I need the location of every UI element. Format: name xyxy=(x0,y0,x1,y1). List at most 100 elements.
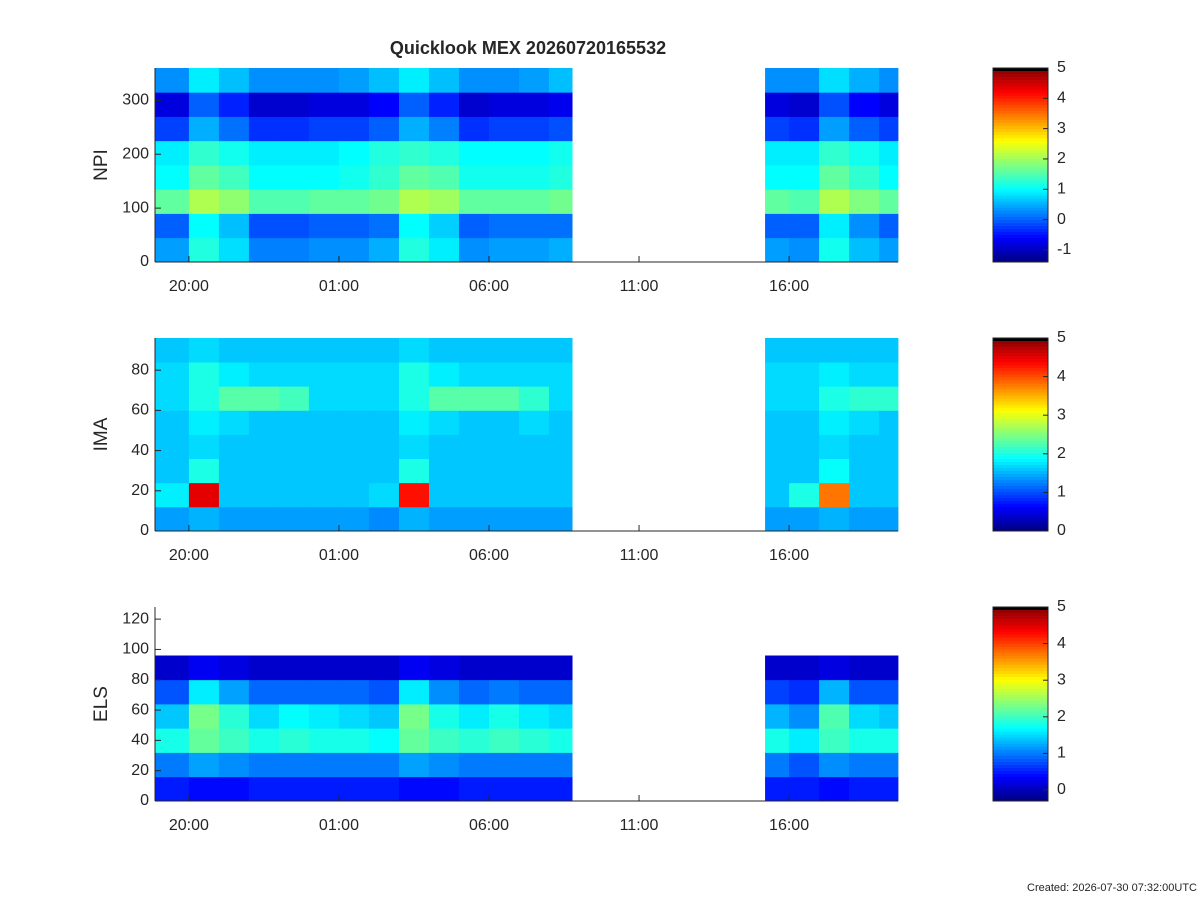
heatmap-cell xyxy=(188,213,220,239)
colorbar-swatch xyxy=(993,458,1048,462)
heatmap-cell xyxy=(879,776,899,802)
heatmap-cell xyxy=(765,482,790,508)
heatmap-cell xyxy=(518,189,550,214)
heatmap-cell xyxy=(338,338,370,363)
y-axis-label: NPI xyxy=(91,149,112,181)
heatmap-cell xyxy=(458,213,490,239)
colorbar-swatch xyxy=(993,104,1048,108)
heatmap-cell xyxy=(849,386,880,411)
heatmap-cell xyxy=(549,728,573,753)
heatmap-cell xyxy=(368,679,400,705)
heatmap-cell xyxy=(338,776,370,802)
heatmap-cell xyxy=(278,386,310,411)
colorbar-swatch xyxy=(993,637,1048,641)
heatmap-cell xyxy=(398,386,430,411)
colorbar-swatch xyxy=(993,116,1048,120)
heatmap-cell xyxy=(338,189,370,214)
y-tick-label: 40 xyxy=(131,442,149,459)
heatmap-cell xyxy=(879,728,899,753)
colorbar-swatch xyxy=(993,643,1048,647)
colorbar-swatch xyxy=(993,165,1048,169)
colorbar-swatch xyxy=(993,258,1048,263)
colorbar-tick-label: 4 xyxy=(1057,635,1066,652)
colorbar-swatch xyxy=(993,392,1048,396)
colorbar-swatch xyxy=(993,782,1048,787)
colorbar-swatch xyxy=(993,131,1048,135)
heatmap-cell xyxy=(789,338,820,363)
heatmap-cell xyxy=(428,189,460,214)
heatmap-cell xyxy=(765,362,790,387)
heatmap-cell xyxy=(549,434,573,460)
heatmap-cell xyxy=(218,140,250,166)
colorbar-swatch xyxy=(993,670,1048,674)
heatmap-cell xyxy=(789,213,820,239)
heatmap-cell xyxy=(278,679,310,705)
heatmap-cell xyxy=(428,213,460,239)
colorbar-swatch xyxy=(993,168,1048,172)
heatmap-cell xyxy=(368,68,400,93)
heatmap-cell xyxy=(188,362,220,387)
colorbar-swatch xyxy=(993,198,1048,202)
colorbar-swatch xyxy=(993,713,1048,717)
colorbar-tick-label: 5 xyxy=(1057,59,1066,76)
heatmap-cell xyxy=(549,458,573,484)
colorbar-top xyxy=(993,338,1048,341)
x-tick-label: 06:00 xyxy=(469,278,509,295)
colorbar-swatch xyxy=(993,655,1048,659)
heatmap-cell xyxy=(218,482,250,508)
colorbar-swatch xyxy=(993,491,1048,496)
heatmap-cell xyxy=(368,655,400,681)
colorbar-swatch xyxy=(993,344,1048,348)
y-tick-label: 60 xyxy=(131,701,149,718)
colorbar-swatch xyxy=(993,398,1048,402)
colorbar-swatch xyxy=(993,488,1048,493)
heatmap-cell xyxy=(278,165,310,190)
heatmap-cell xyxy=(368,237,400,263)
heatmap-cell xyxy=(458,655,490,681)
colorbar-swatch xyxy=(993,234,1048,239)
colorbar-swatch xyxy=(993,521,1048,526)
heatmap-cell xyxy=(338,434,370,460)
y-tick-label: 100 xyxy=(122,199,149,216)
colorbar-swatch xyxy=(993,616,1048,620)
colorbar-swatch xyxy=(993,700,1048,705)
heatmap-cell xyxy=(819,704,850,729)
heatmap-cell xyxy=(218,506,250,532)
heatmap-cell xyxy=(849,140,880,166)
y-tick-label: 0 xyxy=(140,253,149,270)
heatmap-cell xyxy=(218,213,250,239)
heatmap-cell xyxy=(819,116,850,142)
heatmap-cell xyxy=(458,140,490,166)
colorbar-swatch xyxy=(993,506,1048,511)
heatmap-cell xyxy=(789,704,820,729)
footer: Created: 2026-07-30 07:32:00UTC xyxy=(1027,882,1197,894)
colorbar-swatch xyxy=(993,791,1048,796)
colorbar-swatch xyxy=(993,365,1048,369)
heatmap-cell xyxy=(765,116,790,142)
heatmap-cell xyxy=(398,92,430,117)
heatmap-cell xyxy=(518,410,550,435)
heatmap-cell xyxy=(278,237,310,263)
colorbar-swatch xyxy=(993,353,1048,357)
heatmap-cell xyxy=(248,189,280,214)
heatmap-cell xyxy=(458,728,490,753)
heatmap-cell xyxy=(549,68,573,93)
heatmap-cell xyxy=(518,728,550,753)
heatmap-cell xyxy=(398,116,430,142)
colorbar-swatch xyxy=(993,210,1048,214)
colorbar-swatch xyxy=(993,524,1048,529)
heatmap-cell xyxy=(338,410,370,435)
heatmap-cell xyxy=(308,752,340,778)
heatmap-cell xyxy=(849,116,880,142)
heatmap-cell xyxy=(879,458,899,484)
heatmap-cell xyxy=(428,165,460,190)
heatmap-cell xyxy=(248,434,280,460)
colorbar-swatch xyxy=(993,622,1048,626)
heatmap-cell xyxy=(338,655,370,681)
colorbar-swatch xyxy=(993,161,1048,166)
colorbar-swatch xyxy=(993,374,1048,378)
heatmap-cell xyxy=(488,237,520,263)
colorbar-swatch xyxy=(993,446,1048,450)
heatmap-cell xyxy=(155,189,190,214)
colorbar-swatch xyxy=(993,192,1048,196)
